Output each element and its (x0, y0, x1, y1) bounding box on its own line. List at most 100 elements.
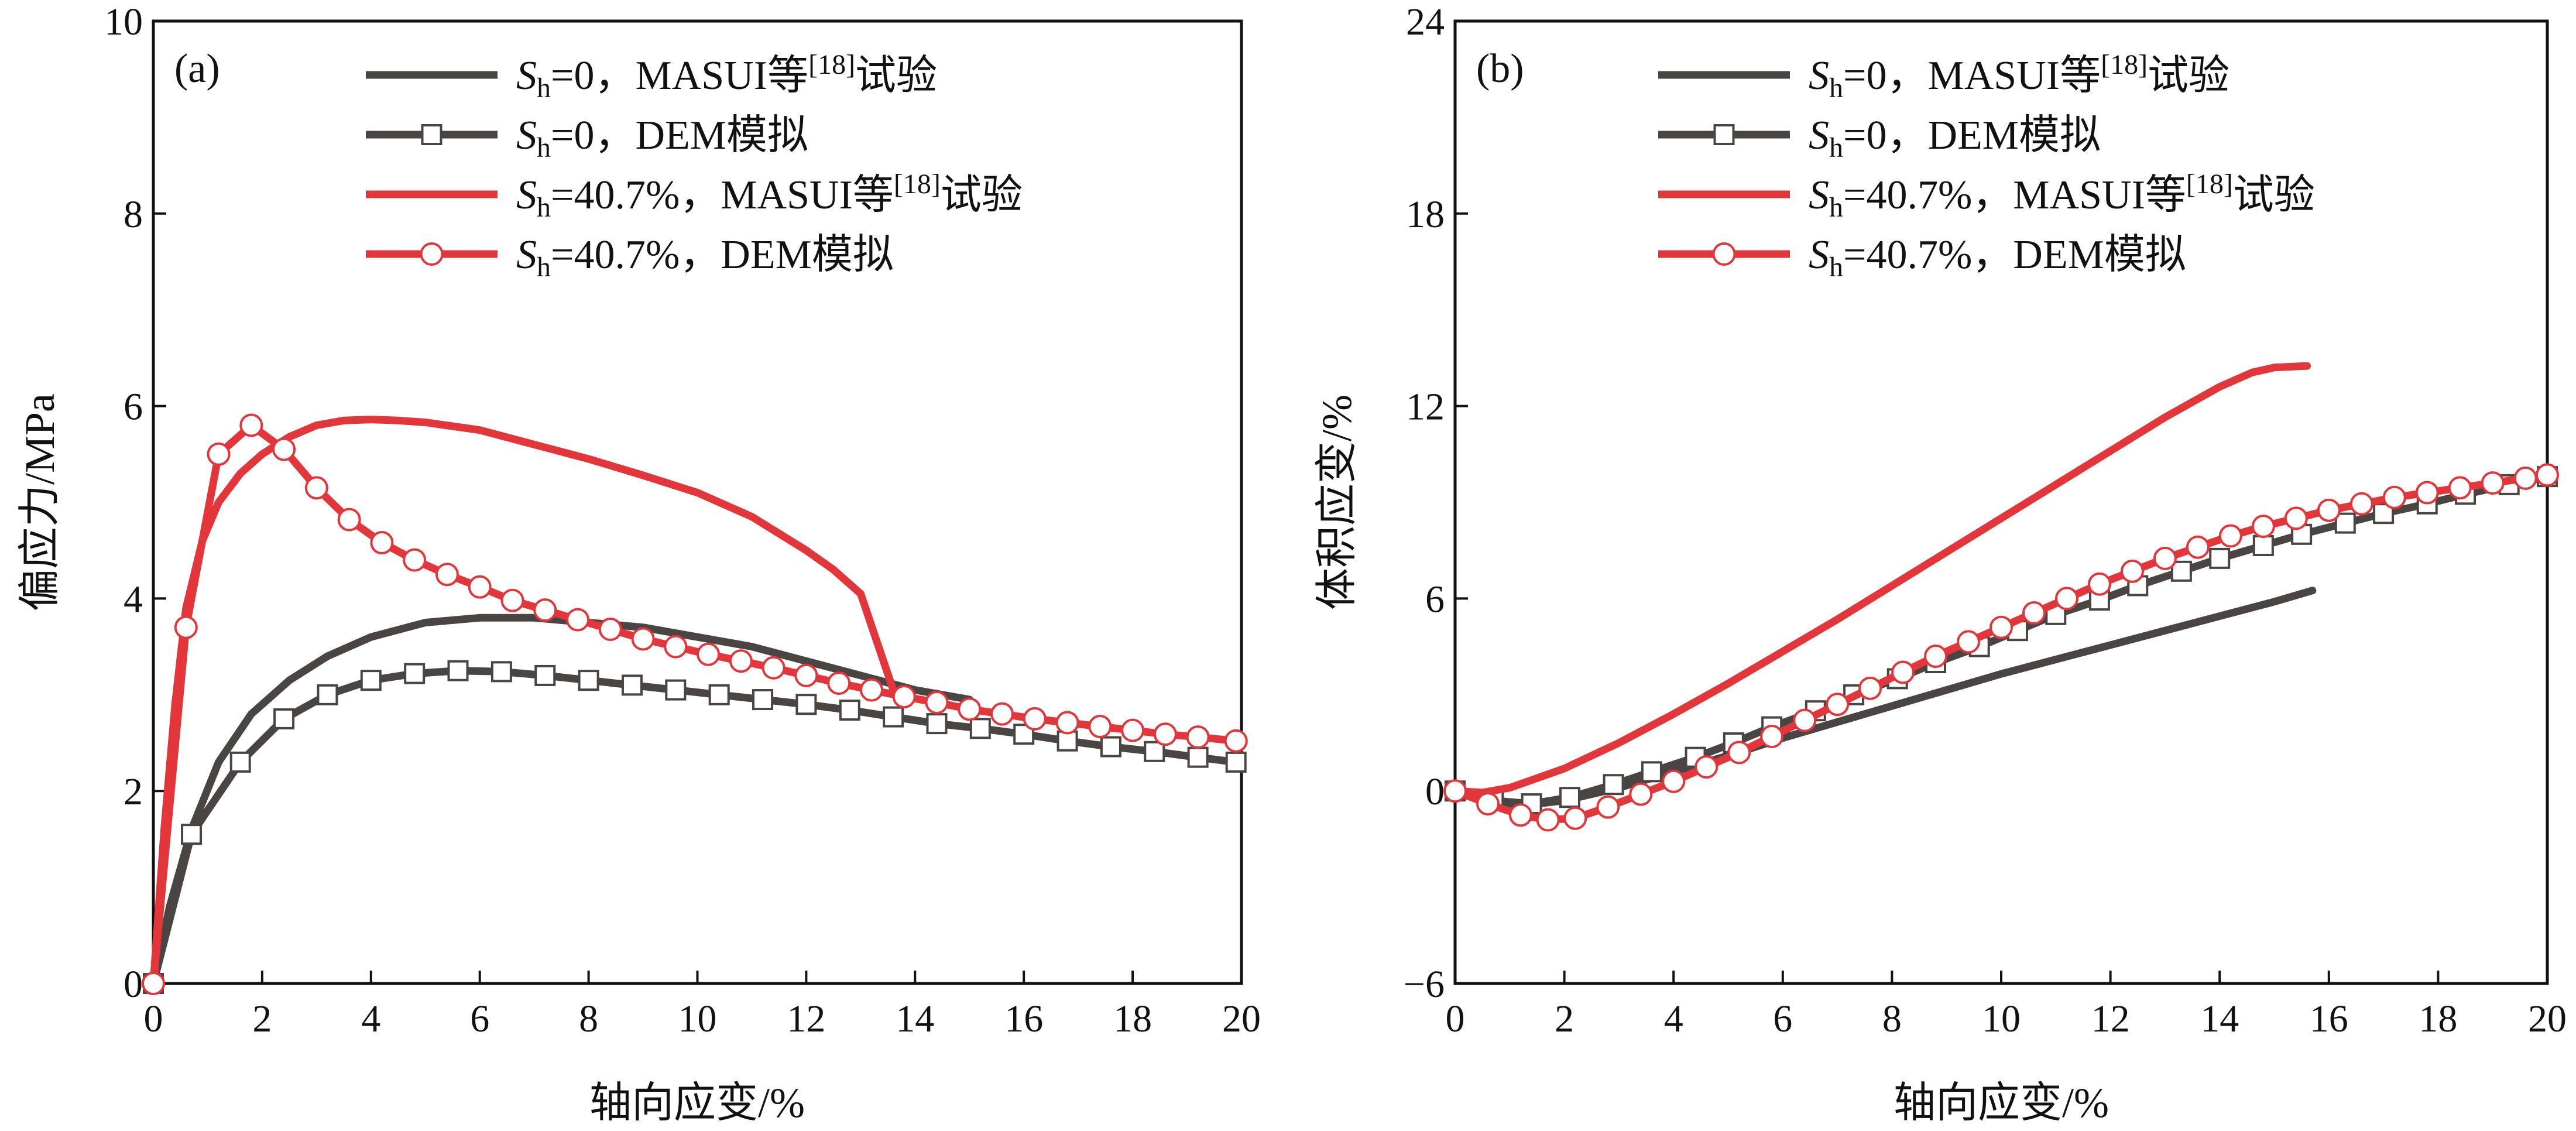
panel-a-series-3-marker (598, 618, 622, 642)
panel-b-series-3-marker (1476, 792, 1500, 816)
panel-b-y-tick-label: 6 (1425, 578, 1445, 621)
panel-a-series-3-marker (729, 649, 753, 673)
panel-b-series-3-marker (2087, 572, 2111, 596)
panel-b-legend-3-swatch-marker (1712, 242, 1736, 266)
panel-b-series-3-marker (1924, 645, 1948, 669)
panel-a-series-1-marker (621, 674, 643, 696)
panel-b-x-tick-label: 6 (1773, 998, 1792, 1040)
panel-b-x-tick-label: 16 (2310, 998, 2348, 1040)
panel-b-series-3-marker (1826, 693, 1850, 717)
panel-b-series-3-marker (1443, 779, 1467, 803)
panel-b-series-1-marker (2170, 560, 2192, 582)
panel-a-series-3-marker (1121, 718, 1145, 742)
panel-a-series-1-marker (1187, 746, 1209, 768)
panel-b-series-3-marker (2120, 559, 2144, 583)
chart-panel-a: 0 2 4 6 8 10 12 14 16 18 20 0 2 4 6 8 10 (a) 轴向应变/% 偏应力… (16, 1, 1261, 1126)
panel-a-series-1-marker (1057, 730, 1078, 752)
panel-b-x-tick-label: 20 (2528, 998, 2567, 1040)
panel-b-series-2-line (1451, 362, 2311, 797)
panel-a-x-tick-label: 14 (896, 998, 934, 1040)
panel-a-series-3-marker (827, 671, 851, 695)
panel-a-legend-1-swatch-marker (421, 124, 443, 145)
panel-a-series-1-marker (1100, 736, 1121, 758)
panel-a-series-1-marker (490, 661, 512, 683)
panel-b-series-3-marker (2153, 546, 2177, 570)
panel-a-y-tick-label: 2 (124, 770, 143, 813)
panel-a-series-1-marker (404, 663, 426, 684)
panel-a-series-1-marker (578, 670, 599, 691)
panel-b-series-3-marker (1727, 741, 1751, 765)
panel-b-series-3-marker (1695, 755, 1719, 779)
panel-a-series-3-marker (697, 642, 721, 666)
panel-a-legend: Sh=0，MASUI等[18]试验 Sh=0，DEM模拟 Sh=40.7%，MASU… (366, 49, 1023, 283)
panel-b-series-3-marker (2054, 587, 2078, 611)
panel-a-series-3-marker (1186, 725, 1210, 749)
panel-b-series-3-marker (2536, 463, 2559, 487)
panel-a-series-3-marker (435, 563, 459, 587)
panel-b-series-3-marker (2481, 471, 2505, 495)
panel-a-series-1-marker (708, 684, 730, 705)
panel-b-x-tick-label: 4 (1664, 998, 1683, 1040)
panel-b-x-tick-label: 10 (1982, 998, 2021, 1040)
panel-b-x-tick-label: 12 (2091, 998, 2130, 1040)
panel-a-series-1-marker (926, 713, 948, 735)
panel-a-series-3-marker (1153, 722, 1177, 746)
panel-a-legend-0-label: Sh=0，MASUI等[18]试验 (516, 49, 937, 104)
panel-b-y-tick-label: 18 (1406, 193, 1445, 236)
panel-a-series-1-marker (273, 708, 295, 729)
panel-a-x-ticks: 0 2 4 6 8 10 12 14 16 18 20 (144, 971, 1261, 1040)
panel-a-legend-3-label: Sh=40.7%，DEM模拟 (516, 232, 894, 283)
panel-b-x-axis-title: 轴向应变/% (1894, 1079, 2109, 1126)
panel-b-series-1-marker (1641, 761, 1662, 783)
panel-a-y-tick-label: 6 (124, 386, 143, 429)
panel-b-series-3-marker (1629, 782, 1653, 806)
panel-a-series-1-marker (1225, 751, 1247, 773)
panel-a-series-1-marker (181, 824, 203, 845)
panel-a-x-tick-label: 10 (678, 998, 717, 1040)
panel-b-series-3-marker (1536, 808, 1560, 832)
panel-b-series-3-marker (2251, 515, 2275, 539)
panel-a-legend-2-label: Sh=40.7%，MASUI等[18]试验 (516, 169, 1023, 223)
panel-b-series-3-marker (1957, 630, 1981, 654)
panel-b-series-3-marker (1760, 725, 1784, 749)
panel-b-series-3-marker (2513, 466, 2537, 490)
panel-a-series-3-marker (1088, 715, 1112, 739)
panel-a-series-1-marker (317, 684, 338, 705)
panel-a-series-3-marker (859, 678, 883, 702)
panel-a-series-3-line (149, 421, 1240, 988)
panel-a-x-tick-label: 8 (579, 998, 598, 1040)
panel-b-y-tick-label: −6 (1404, 963, 1445, 1006)
panel-b-series-3-marker (2022, 601, 2046, 625)
panel-a-series-3-marker (566, 608, 590, 632)
panel-b-x-tick-label: 2 (1555, 998, 1574, 1040)
panel-b-series-3-marker (2349, 492, 2373, 516)
panel-a-series-3-marker (174, 615, 198, 639)
panel-a-x-tick-label: 16 (1004, 998, 1043, 1040)
panel-a-x-tick-label: 20 (1222, 998, 1261, 1040)
panel-b-x-ticks: 0 2 4 6 8 10 12 14 16 18 20 (1446, 971, 2567, 1040)
panel-b-series-3-marker (1596, 795, 1620, 819)
panel-b-series-1-marker (2373, 503, 2395, 525)
panel-a-series-1-marker (360, 670, 382, 691)
panel-a-series-0-line (149, 614, 973, 988)
panel-b-legend-2-label: Sh=40.7%，MASUI等[18]试验 (1809, 169, 2315, 223)
panel-b-series-3-marker (2382, 485, 2406, 509)
panel-b-series-3-marker (2317, 498, 2341, 522)
panel-b-series-3-marker (2218, 524, 2242, 548)
panel-a-x-tick-label: 6 (470, 998, 489, 1040)
panel-a-series-3-marker (892, 685, 916, 709)
panel-a-series-1-marker (839, 700, 860, 721)
panel-b-x-tick-label: 0 (1446, 998, 1465, 1040)
panel-a-series-3-marker (1224, 729, 1248, 753)
panel-a-series-1-marker (1144, 741, 1165, 762)
panel-b-series-group (1443, 362, 2559, 832)
panel-a-x-tick-label: 4 (361, 998, 380, 1040)
panel-a-series-1-marker (447, 660, 469, 681)
panel-a-y-tick-label: 10 (104, 1, 143, 43)
panel-b-label: (b) (1476, 46, 1524, 91)
panel-b-y-tick-label: 12 (1406, 386, 1445, 429)
panel-b-y-ticks: −6 0 6 12 18 24 (1404, 1, 1468, 1006)
panel-b-series-3-marker (1563, 806, 1587, 830)
panel-a-series-1-marker (883, 706, 904, 728)
